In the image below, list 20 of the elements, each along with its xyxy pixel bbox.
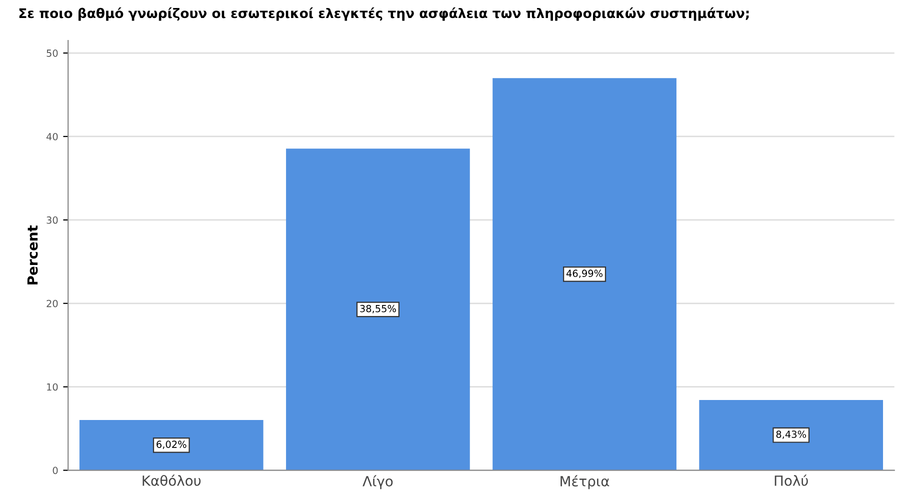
data-label: 38,55% [360, 304, 396, 314]
y-tick-label: 50 [46, 50, 58, 57]
data-label: 6,02% [156, 440, 186, 449]
y-tick-label: 30 [46, 216, 58, 224]
data-label: 46,99% [566, 270, 603, 278]
data-label: 8,43% [776, 430, 806, 439]
x-tick-label: Πολύ [774, 474, 808, 486]
y-tick-label: 0 [52, 466, 58, 474]
bar [286, 148, 470, 470]
bar [492, 78, 676, 470]
y-tick-label: 20 [46, 300, 58, 308]
x-tick-label: Λίγο [362, 475, 393, 490]
y-axis-title: Percent [27, 225, 38, 284]
y-tick-label: 40 [46, 132, 58, 140]
x-tick-label: Μέτρια [560, 475, 610, 490]
x-tick-label: Καθόλου [142, 474, 201, 486]
chart-title: Σε ποιο βαθμό γνωρίζουν οι εσωτερικοί ελεγκτές την ασφάλεια των πληροφοριακών συστημάτων; [19, 7, 749, 21]
bar [79, 420, 264, 470]
bar [699, 400, 884, 470]
y-tick-label: 10 [47, 383, 58, 391]
